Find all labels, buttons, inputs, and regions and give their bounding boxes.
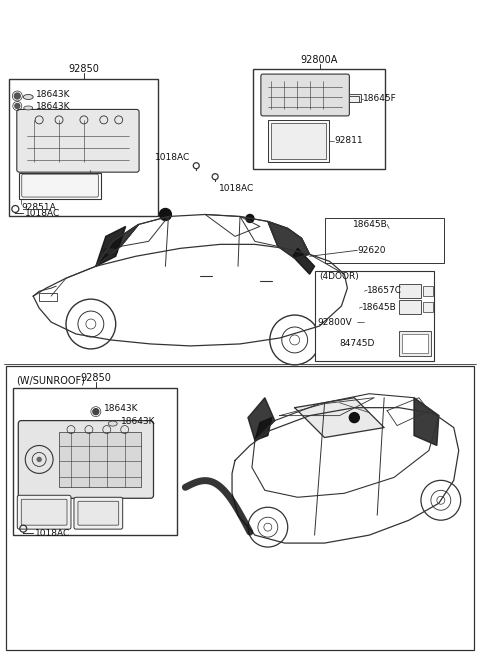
Bar (423, 286, 433, 296)
Bar (399, 300, 421, 314)
Ellipse shape (24, 106, 33, 110)
Bar (399, 331, 431, 356)
Polygon shape (414, 398, 439, 445)
Text: 18657C: 18657C (367, 285, 402, 295)
FancyBboxPatch shape (18, 420, 154, 499)
Bar (271, 123, 326, 159)
Circle shape (37, 457, 41, 461)
FancyBboxPatch shape (21, 499, 67, 525)
Circle shape (349, 413, 360, 422)
Bar (349, 96, 360, 102)
Ellipse shape (108, 421, 117, 426)
Polygon shape (255, 418, 272, 441)
Text: 18643K: 18643K (36, 91, 71, 100)
Bar (314, 271, 434, 361)
Bar (39, 293, 57, 301)
Text: 92800V: 92800V (318, 318, 352, 327)
Text: 1018AC: 1018AC (155, 154, 190, 162)
Circle shape (15, 104, 20, 108)
Bar (402, 334, 428, 353)
Polygon shape (96, 224, 139, 266)
Polygon shape (293, 249, 314, 274)
Text: 92850: 92850 (81, 373, 111, 383)
Text: 84745D: 84745D (339, 339, 375, 348)
Text: 18643K: 18643K (120, 417, 155, 426)
Text: 92851A: 92851A (21, 203, 56, 212)
Bar (324, 218, 444, 263)
Text: (4DOOR): (4DOOR) (320, 272, 360, 281)
Circle shape (93, 409, 99, 415)
Bar (415, 236, 433, 251)
Text: 92620: 92620 (357, 246, 386, 255)
Polygon shape (295, 398, 384, 438)
Bar (327, 284, 342, 294)
Circle shape (159, 209, 171, 220)
Circle shape (246, 215, 254, 222)
Bar (9, 79, 158, 216)
Text: 1018AC: 1018AC (25, 209, 60, 218)
Bar (253, 69, 385, 169)
Bar (23, 176, 97, 195)
Bar (268, 120, 329, 162)
Ellipse shape (104, 248, 118, 255)
Bar (6, 366, 474, 649)
Polygon shape (248, 398, 275, 441)
Text: 92850: 92850 (69, 64, 99, 74)
Text: 1018AC: 1018AC (219, 184, 254, 193)
Polygon shape (268, 222, 310, 258)
Text: 18643K: 18643K (36, 102, 71, 112)
Bar (59, 432, 141, 487)
Text: 92800A: 92800A (301, 55, 338, 65)
Ellipse shape (23, 94, 33, 100)
FancyBboxPatch shape (261, 74, 349, 116)
FancyBboxPatch shape (17, 495, 71, 529)
Polygon shape (96, 226, 126, 266)
Circle shape (14, 93, 20, 99)
Text: 92811: 92811 (335, 136, 363, 145)
Text: 18645B: 18645B (362, 302, 397, 312)
Text: (W/SUNROOF): (W/SUNROOF) (16, 376, 85, 386)
Text: 18643K: 18643K (104, 404, 138, 413)
FancyBboxPatch shape (74, 497, 123, 529)
FancyBboxPatch shape (78, 501, 119, 525)
Bar (399, 284, 421, 298)
Text: 18645B: 18645B (353, 220, 388, 229)
Bar (389, 226, 439, 256)
Text: 18645F: 18645F (363, 94, 397, 104)
Bar (13, 388, 178, 535)
Bar (392, 234, 412, 253)
Bar (423, 302, 433, 312)
FancyBboxPatch shape (22, 174, 98, 197)
FancyBboxPatch shape (17, 110, 139, 172)
Bar (349, 94, 361, 102)
Text: 1018AC: 1018AC (35, 529, 71, 538)
Bar (19, 173, 101, 199)
